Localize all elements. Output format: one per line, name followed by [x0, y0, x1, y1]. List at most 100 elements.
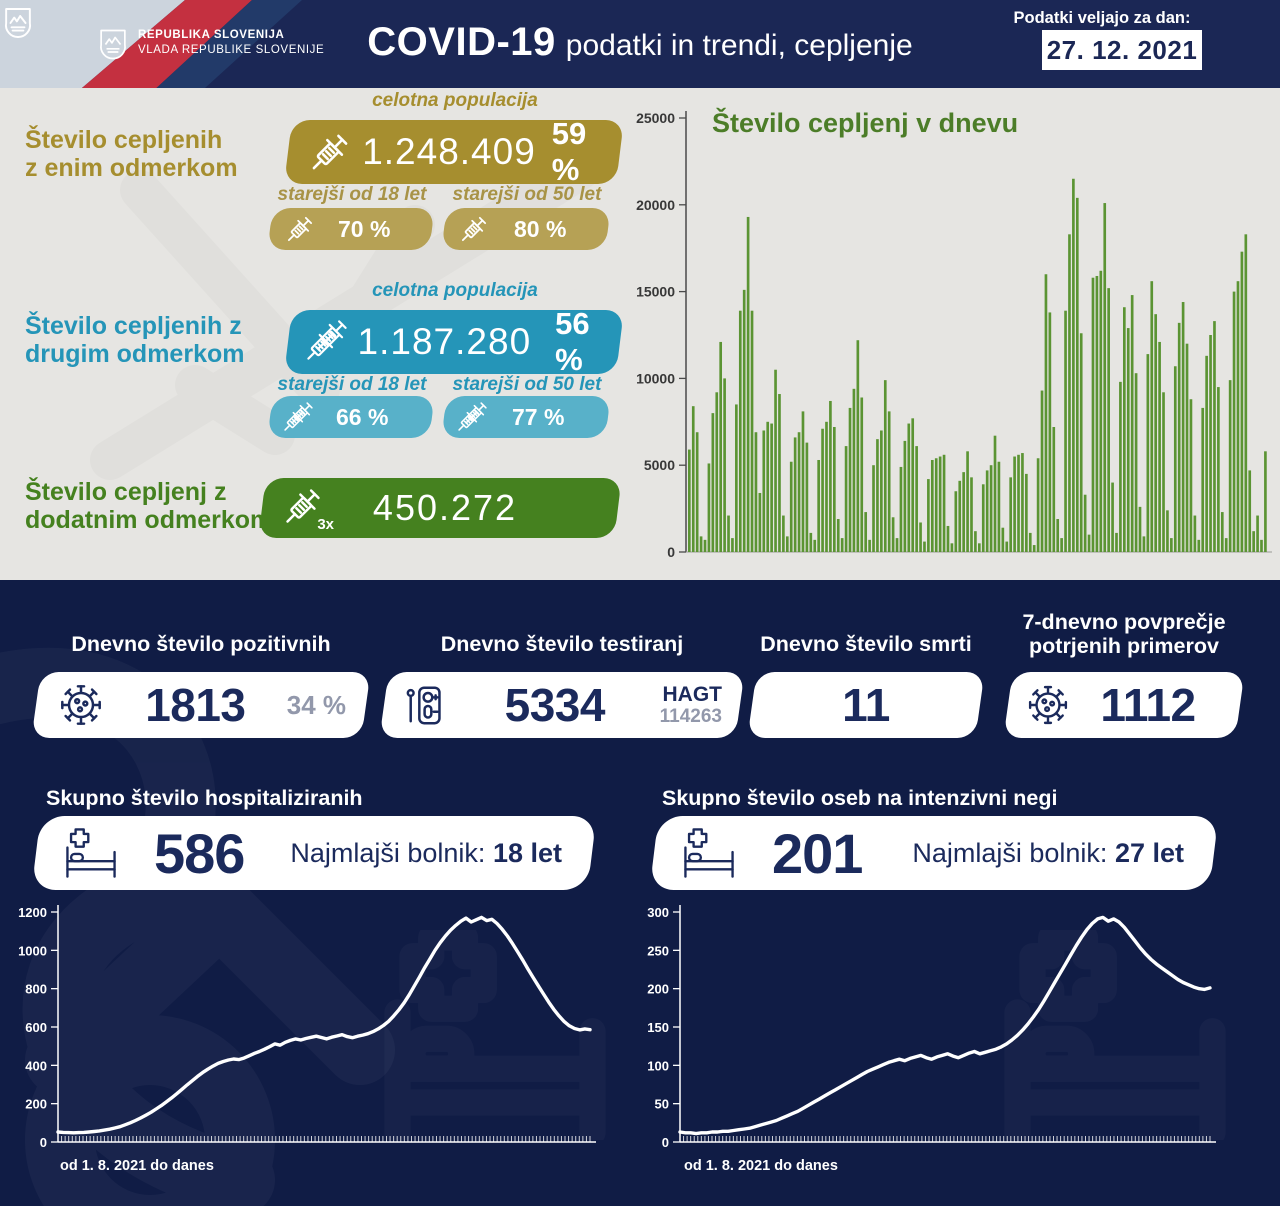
double-syringe-icon	[280, 400, 315, 436]
tests-card: 5334 HAGT 114263	[379, 672, 745, 738]
daily-vaccinations-bar-chart: 0 5000 10000 15000 20000 25000	[636, 104, 1276, 569]
page-title: COVID-19 podatki in trendi, cepljenje	[310, 20, 970, 65]
svg-text:5000: 5000	[644, 457, 675, 473]
avg7-heading: 7-dnevno povprečje potrjenih primerov	[1008, 610, 1240, 658]
svg-text:1200: 1200	[18, 905, 47, 920]
second-dose-over18-label: starejši od 18 let	[277, 374, 427, 395]
first-dose-percent: 59 %	[551, 116, 587, 187]
hagt-label: HAGT	[662, 682, 723, 706]
svg-text:0: 0	[662, 1135, 669, 1150]
hospitalized-youngest-value: 18 let	[492, 837, 562, 868]
date-value: 27. 12. 2021	[1046, 34, 1198, 65]
second-dose-over50-label: starejši od 50 let	[452, 374, 602, 395]
org-name: REPUBLIKA SLOVENIJA VLADA REPUBLIKE SLOV…	[138, 28, 324, 58]
syringe-icon	[456, 214, 489, 247]
booster-title: Število cepljenj z dodatnim odmerkom	[25, 478, 272, 534]
org-line2: VLADA REPUBLIKE SLOVENIJE	[138, 44, 325, 56]
hospitalized-value: 586	[154, 821, 245, 885]
svg-text:20000: 20000	[636, 197, 675, 213]
positive-share: 34 %	[286, 689, 346, 720]
svg-text:200: 200	[25, 1097, 47, 1112]
second-dose-title: Število cepljenih z drugim odmerkom	[25, 312, 244, 368]
positive-card: 1813 34 %	[31, 672, 371, 738]
svg-text:800: 800	[25, 982, 47, 997]
icu-line-chart: 0 50 100 150 200 250 300	[640, 898, 1220, 1159]
avg7-value: 1112	[1100, 679, 1196, 731]
first-dose-title: Število cepljenih z enim odmerkom	[25, 126, 238, 182]
virus-icon	[61, 685, 101, 725]
hagt-value: 114263	[659, 705, 722, 727]
coat-of-arms-icon	[100, 29, 126, 60]
deaths-heading: Dnevno število smrti	[760, 632, 972, 656]
booster-badge: 3x 450.272	[258, 478, 622, 538]
first-dose-over18-badge: 70 %	[267, 208, 435, 250]
svg-text:0: 0	[667, 544, 675, 560]
first-dose-over50-percent: 80 %	[514, 215, 567, 242]
syringe-icon	[282, 214, 315, 247]
double-syringe-icon	[454, 400, 489, 436]
icu-card: 201 Najmlajši bolnik: 27 let	[649, 816, 1219, 890]
syringe-icon	[305, 131, 351, 177]
second-dose-over50-badge: 77 %	[441, 396, 611, 438]
booster-count: 450.272	[372, 487, 518, 528]
positive-heading: Dnevno število pozitivnih	[71, 632, 331, 656]
svg-text:0: 0	[40, 1135, 47, 1150]
hospital-bed-icon	[684, 828, 734, 878]
deaths-value: 11	[842, 679, 890, 731]
first-dose-title-line1: Število cepljenih	[25, 126, 223, 154]
first-dose-over50-badge: 80 %	[441, 208, 611, 250]
first-dose-over18-percent: 70 %	[338, 215, 391, 242]
hospitalized-range-label: od 1. 8. 2021 do danes	[60, 1158, 214, 1174]
date-box: 27. 12. 2021	[1042, 30, 1202, 70]
date-label: Podatki veljajo za dan:	[1013, 9, 1191, 27]
svg-text:600: 600	[25, 1020, 47, 1035]
booster-title-line1: Število cepljenj z	[25, 478, 227, 506]
tests-value: 5334	[504, 679, 605, 731]
booster-title-line2: dodatnim odmerkom	[25, 506, 273, 534]
icu-range-label: od 1. 8. 2021 do danes	[684, 1158, 838, 1174]
second-dose-over18-percent: 66 %	[336, 403, 389, 430]
avg7-card: 1112	[1003, 672, 1245, 738]
page-title-bold: COVID-19	[367, 20, 556, 64]
svg-text:150: 150	[647, 1020, 669, 1035]
second-dose-title-line1: Število cepljenih z	[25, 312, 242, 340]
svg-text:100: 100	[647, 1058, 669, 1073]
avg7-heading-line2: potrjenih primerov	[1029, 634, 1219, 658]
svg-text:400: 400	[25, 1058, 47, 1073]
first-dose-title-line2: z enim odmerkom	[25, 154, 238, 182]
first-dose-count: 1.248.409	[362, 131, 536, 172]
second-dose-count: 1.187.280	[357, 321, 532, 362]
second-dose-over50-percent: 77 %	[512, 403, 565, 430]
test-kit-icon	[406, 686, 441, 725]
coat-of-arms-icon	[4, 7, 32, 39]
booster-multiplier: 3x	[317, 516, 334, 533]
double-syringe-icon	[302, 317, 350, 366]
avg7-heading-line1: 7-dnevno povprečje	[1022, 610, 1226, 634]
hospitalized-line-chart: 0 200 400 600 800 1000 1200	[14, 898, 600, 1159]
hospital-bed-icon	[66, 828, 116, 878]
bar-chart-title: Število cepljenj v dnevu	[712, 108, 1019, 138]
svg-text:10000: 10000	[636, 370, 675, 386]
hospitalized-youngest-label: Najmlajši bolnik:	[290, 837, 486, 868]
first-dose-over50-label: starejši od 50 let	[452, 184, 602, 205]
second-dose-percent: 56 %	[555, 306, 590, 377]
virus-icon	[1028, 685, 1068, 725]
second-dose-title-line2: drugim odmerkom	[25, 340, 245, 368]
second-dose-badge: 1.187.280 56 %	[284, 306, 624, 377]
svg-text:1000: 1000	[18, 943, 47, 958]
org-line1: REPUBLIKA SLOVENIJA	[138, 29, 285, 41]
svg-text:15000: 15000	[636, 284, 675, 300]
svg-text:250: 250	[647, 943, 669, 958]
icu-youngest-value: 27 let	[1114, 837, 1184, 868]
svg-text:200: 200	[647, 982, 669, 997]
tests-heading: Dnevno število testiranj	[440, 632, 684, 656]
first-dose-badge: 1.248.409 59 %	[284, 116, 624, 187]
second-dose-population-label: celotna populacija	[372, 280, 538, 301]
svg-text:300: 300	[647, 905, 669, 920]
svg-text:25000: 25000	[636, 110, 675, 126]
icu-heading: Skupno število oseb na intenzivni negi	[662, 786, 1058, 810]
svg-text:50: 50	[655, 1097, 669, 1112]
hospitalized-heading: Skupno število hospitaliziranih	[46, 786, 363, 810]
first-dose-population-label: celotna populacija	[372, 90, 538, 111]
